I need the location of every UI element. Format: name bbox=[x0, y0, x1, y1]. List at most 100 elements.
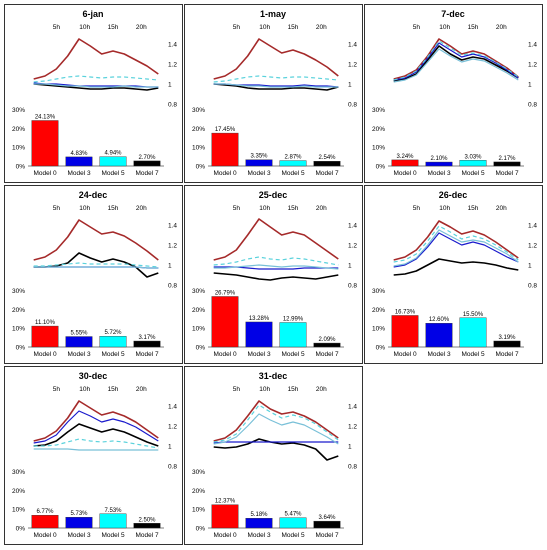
y-tick-label-right: 1.2 bbox=[168, 62, 177, 69]
series-line-0 bbox=[33, 400, 159, 442]
y-tick-label-left: 0% bbox=[16, 164, 26, 171]
y-tick-label-left: 10% bbox=[192, 145, 205, 152]
y-tick-label-right: 1.2 bbox=[168, 424, 177, 431]
x-tick-label: 5h bbox=[413, 24, 421, 31]
bar-category-label: Model 3 bbox=[247, 170, 271, 177]
y-tick-label-right: 1.2 bbox=[348, 62, 357, 69]
panel-frame bbox=[4, 185, 183, 364]
x-tick-label: 5h bbox=[53, 24, 61, 31]
bar-model-5 bbox=[99, 336, 127, 348]
bar-model-0 bbox=[31, 120, 59, 167]
y-tick-label-right: 0.8 bbox=[348, 464, 357, 471]
bar-value-label: 2.87% bbox=[284, 155, 302, 161]
y-tick-label-right: 1.4 bbox=[168, 223, 177, 230]
panel-25-dec: 25-dec 5h 10h 15h 20h 0.8 1 1.2 1.4 0% 10% 20% 30% 26… bbox=[184, 185, 363, 364]
y-tick-label-left: 10% bbox=[372, 326, 385, 333]
bar-value-label: 3.24% bbox=[396, 154, 414, 160]
bar-category-label: Model 0 bbox=[33, 351, 57, 358]
y-tick-label-left: 10% bbox=[372, 145, 385, 152]
y-tick-label-right: 1.4 bbox=[168, 404, 177, 411]
x-tick-label: 10h bbox=[79, 24, 90, 31]
bar-value-label: 2.17% bbox=[498, 156, 516, 162]
bar-model-7 bbox=[133, 160, 161, 167]
bar-value-label: 2.10% bbox=[430, 156, 448, 162]
bar-value-label: 24.13% bbox=[35, 114, 56, 120]
bar-model-3 bbox=[65, 516, 93, 529]
x-tick-label: 20h bbox=[496, 24, 507, 31]
bar-value-label: 17.45% bbox=[215, 127, 236, 133]
bar-category-label: Model 7 bbox=[315, 532, 339, 539]
bar-value-label: 7.53% bbox=[104, 508, 122, 514]
bar-model-0 bbox=[211, 296, 239, 348]
series-line-1 bbox=[393, 258, 519, 276]
y-tick-label-right: 1.4 bbox=[348, 223, 357, 230]
bar-category-label: Model 5 bbox=[461, 170, 485, 177]
y-tick-label-left: 30% bbox=[12, 288, 25, 295]
panel-30-dec: 30-dec 5h 10h 15h 20h 0.8 1 1.2 1.4 0% 10% 20% 30% 6.… bbox=[4, 366, 183, 545]
bar-model-3 bbox=[65, 156, 93, 167]
series-line-2 bbox=[393, 232, 519, 268]
y-tick-label-left: 0% bbox=[16, 345, 26, 352]
y-tick-label-right: 0.8 bbox=[528, 283, 537, 290]
bar-model-0 bbox=[391, 159, 419, 167]
bar-category-label: Model 5 bbox=[281, 351, 305, 358]
y-tick-label-left: 20% bbox=[12, 488, 25, 495]
bar-category-label: Model 7 bbox=[135, 351, 159, 358]
panel-7-dec: 7-dec 5h 10h 15h 20h 0.8 1 1.2 1.4 0% 10% 20% 30% 3.2… bbox=[364, 4, 543, 183]
y-tick-label-left: 20% bbox=[372, 126, 385, 133]
bar-model-7 bbox=[493, 340, 521, 348]
series-line-4 bbox=[393, 229, 519, 267]
bar-model-5 bbox=[279, 160, 307, 167]
series-line-3 bbox=[33, 75, 159, 83]
series-line-2 bbox=[213, 441, 339, 444]
panel-title: 1-may bbox=[260, 9, 286, 19]
panel-frame bbox=[364, 4, 543, 183]
series-line-4 bbox=[393, 48, 519, 83]
series-line-2 bbox=[393, 42, 519, 81]
bar-model-3 bbox=[425, 323, 453, 348]
y-tick-label-right: 1 bbox=[348, 82, 352, 89]
series-line-4 bbox=[33, 448, 159, 451]
x-tick-label: 20h bbox=[136, 205, 147, 212]
bar-model-7 bbox=[313, 342, 341, 348]
series-line-3 bbox=[393, 225, 519, 263]
x-tick-label: 15h bbox=[468, 205, 479, 212]
series-line-0 bbox=[213, 400, 339, 442]
panel-title: 31-dec bbox=[259, 371, 288, 381]
bar-model-0 bbox=[211, 132, 239, 167]
series-line-0 bbox=[213, 38, 339, 80]
y-tick-label-left: 20% bbox=[192, 307, 205, 314]
panel-title: 30-dec bbox=[79, 371, 108, 381]
bar-category-label: Model 5 bbox=[101, 532, 125, 539]
panel-24-dec: 24-dec 5h 10h 15h 20h 0.8 1 1.2 1.4 0% 10% 20% 30% 11… bbox=[4, 185, 183, 364]
bar-model-0 bbox=[31, 325, 59, 348]
bar-category-label: Model 3 bbox=[247, 351, 271, 358]
bar-category-label: Model 0 bbox=[393, 170, 417, 177]
series-line-2 bbox=[33, 82, 159, 88]
bar-value-label: 6.77% bbox=[36, 509, 54, 515]
x-tick-label: 20h bbox=[316, 205, 327, 212]
x-tick-label: 20h bbox=[496, 205, 507, 212]
x-tick-label: 5h bbox=[233, 205, 241, 212]
y-tick-label-right: 1.2 bbox=[528, 62, 537, 69]
bar-value-label: 15.50% bbox=[463, 312, 484, 318]
series-line-2 bbox=[33, 410, 159, 444]
series-line-0 bbox=[393, 220, 519, 261]
bar-value-label: 3.64% bbox=[318, 515, 336, 521]
y-tick-label-right: 1.2 bbox=[348, 424, 357, 431]
series-line-4 bbox=[33, 266, 159, 269]
bar-value-label: 2.54% bbox=[318, 155, 336, 161]
bar-category-label: Model 3 bbox=[247, 532, 271, 539]
bar-value-label: 11.10% bbox=[35, 320, 56, 326]
bar-model-0 bbox=[31, 515, 59, 529]
bar-value-label: 5.72% bbox=[104, 330, 122, 336]
series-line-4 bbox=[33, 83, 159, 88]
bar-value-label: 4.94% bbox=[104, 151, 122, 157]
y-tick-label-left: 10% bbox=[192, 507, 205, 514]
y-tick-label-left: 30% bbox=[12, 469, 25, 476]
y-tick-label-right: 1.2 bbox=[168, 243, 177, 250]
panel-title: 24-dec bbox=[79, 190, 108, 200]
bar-model-7 bbox=[313, 520, 341, 529]
series-line-0 bbox=[33, 38, 159, 80]
